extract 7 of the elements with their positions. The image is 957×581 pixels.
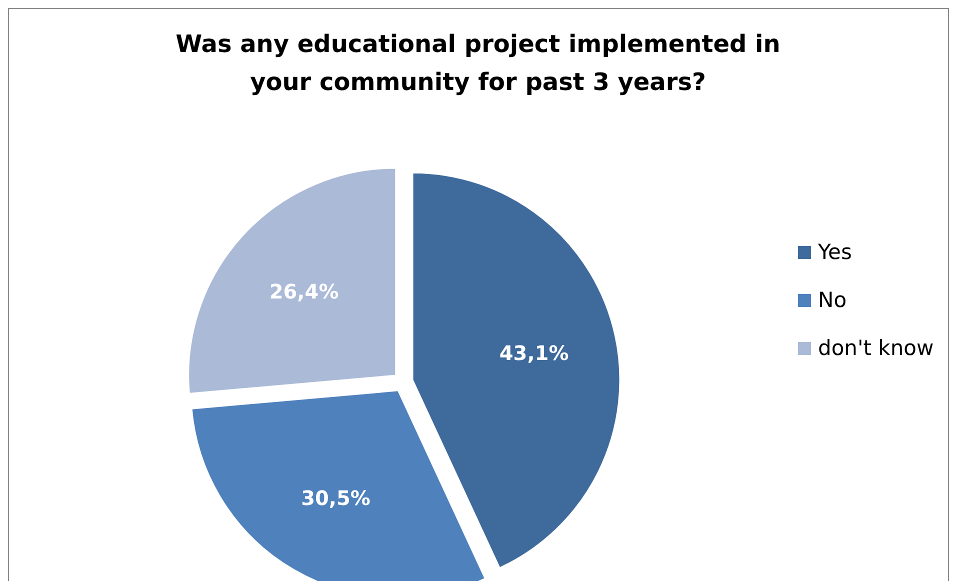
legend-label: Yes: [817, 240, 852, 264]
chart-title: Was any educational project implemented in your community for past 3 years?: [176, 30, 780, 96]
data-label: 26,4%: [269, 279, 339, 304]
legend-label: don't know: [818, 336, 934, 360]
data-label: 43,1%: [499, 341, 569, 366]
legend-label: No: [818, 288, 847, 312]
data-label: 30,5%: [301, 486, 370, 510]
